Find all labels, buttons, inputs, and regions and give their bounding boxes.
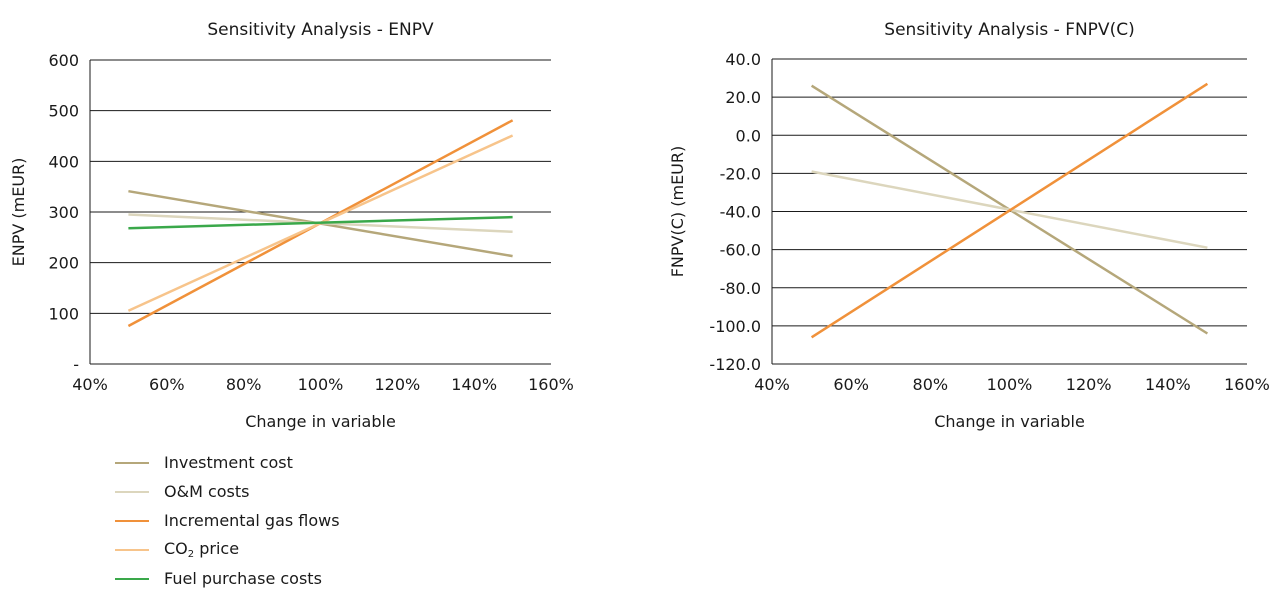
legend-subscript: 2 (187, 549, 195, 560)
y-axis-title: ENPV (mEUR) (9, 158, 28, 267)
chart-title: Sensitivity Analysis - ENPV (207, 20, 434, 40)
x-axis-title: Change in variable (934, 412, 1085, 431)
y-tick-label: 300 (48, 203, 79, 222)
series-line-incremental-gas-flows (810, 82, 1209, 339)
chart-enpv: Sensitivity Analysis - ENPV - 100 200 300 400… (9, 20, 574, 431)
series-line-fuel-purchase-costs (128, 215, 513, 230)
legend-swatch (115, 461, 149, 464)
y-tick-label: 100 (48, 304, 79, 323)
legend-swatch (115, 519, 149, 522)
legend-swatch (115, 548, 149, 551)
legend-item-co2-price: CO2 price (115, 535, 515, 564)
legend-swatch (115, 577, 149, 580)
legend-item-investment-cost: Investment cost (115, 448, 515, 477)
x-tick-label: 60% (833, 375, 869, 394)
chart-fnpv: Sensitivity Analysis - FNPV(C) -120.0 -100… (668, 20, 1270, 431)
chart-title: Sensitivity Analysis - FNPV(C) (884, 20, 1134, 40)
legend-item-fuel-purchase-costs: Fuel purchase costs (115, 564, 515, 593)
y-tick-label: -60.0 (720, 241, 761, 260)
x-tick-label: 100% (298, 375, 344, 394)
legend-label: Incremental gas flows (164, 511, 340, 530)
y-tick-label: 20.0 (725, 88, 761, 107)
y-tick-label: -120.0 (709, 355, 761, 374)
x-tick-label: 40% (754, 375, 790, 394)
y-tick-label: 500 (48, 102, 79, 121)
x-tick-label: 160% (528, 375, 574, 394)
x-tick-label: 120% (1066, 375, 1112, 394)
y-tick-label: 600 (48, 51, 79, 70)
y-tick-label: - (73, 355, 79, 374)
y-tick-label: -20.0 (720, 164, 761, 183)
x-tick-label: 140% (1145, 375, 1191, 394)
y-axis-title: FNPV(C) (mEUR) (668, 146, 687, 278)
y-tick-label: 0.0 (736, 126, 761, 145)
x-tick-label: 60% (149, 375, 185, 394)
x-tick-label: 80% (913, 375, 949, 394)
y-tick-label: -80.0 (720, 279, 761, 298)
legend: Investment cost O&M costs Incremental ga… (115, 448, 515, 593)
x-tick-label: 140% (451, 375, 497, 394)
legend-label: Fuel purchase costs (164, 569, 322, 588)
x-tick-label: 100% (987, 375, 1033, 394)
y-tick-label: -100.0 (709, 317, 761, 336)
x-tick-label: 80% (226, 375, 262, 394)
legend-item-incremental-gas-flows: Incremental gas flows (115, 506, 515, 535)
legend-swatch (115, 490, 149, 493)
x-tick-label: 120% (374, 375, 420, 394)
x-tick-label: 40% (72, 375, 108, 394)
legend-label: CO2 price (164, 539, 240, 560)
x-tick-label: 160% (1224, 375, 1270, 394)
x-axis-title: Change in variable (245, 412, 396, 431)
y-tick-label: 400 (48, 152, 79, 171)
y-tick-label: 200 (48, 254, 79, 273)
legend-label: O&M costs (164, 482, 250, 501)
legend-label: Investment cost (164, 453, 293, 472)
y-tick-label: -40.0 (720, 203, 761, 222)
y-tick-label: 40.0 (725, 50, 761, 69)
legend-item-om-costs: O&M costs (115, 477, 515, 506)
